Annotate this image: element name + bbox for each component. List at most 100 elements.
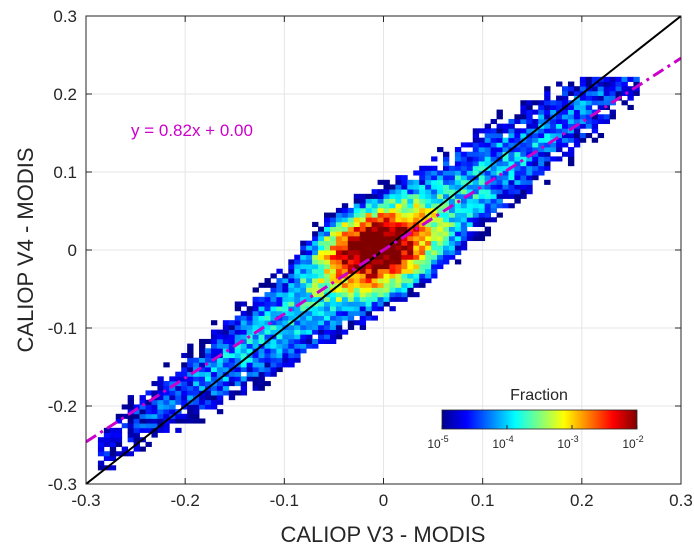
density-cell <box>377 189 384 195</box>
density-cell <box>520 170 527 176</box>
density-cell <box>300 329 307 335</box>
density-cell <box>454 156 462 162</box>
density-cell <box>437 264 444 270</box>
density-cell <box>288 343 295 349</box>
density-cell <box>413 250 420 256</box>
density-cell <box>115 451 123 457</box>
density-cell <box>187 343 194 349</box>
density-cell <box>579 123 587 129</box>
density-cell <box>550 128 557 134</box>
density-cell <box>205 395 212 401</box>
density-cell <box>193 413 200 419</box>
density-cell <box>502 175 509 181</box>
density-cell <box>377 306 384 312</box>
density-cell <box>579 86 587 92</box>
density-cell <box>329 296 337 302</box>
density-cell <box>365 273 372 279</box>
density-cell <box>252 371 259 377</box>
density-cell <box>270 338 277 344</box>
density-cell <box>353 240 361 246</box>
density-cell <box>395 240 402 246</box>
density-cell <box>371 198 378 204</box>
density-cell <box>538 165 545 171</box>
density-cell <box>377 268 384 274</box>
density-cell <box>377 292 384 298</box>
density-cell <box>579 76 587 82</box>
density-cell <box>193 418 200 424</box>
density-cell <box>353 282 361 288</box>
density-cell <box>425 179 432 185</box>
density-cell <box>359 301 367 307</box>
x-tick-label: 0.1 <box>471 491 495 510</box>
density-cell <box>425 235 432 242</box>
density-cell <box>222 329 230 335</box>
density-cell <box>371 306 378 312</box>
density-cell <box>496 142 503 148</box>
density-cell <box>294 348 301 354</box>
density-cell <box>115 441 123 447</box>
density-cell <box>460 198 468 204</box>
density-cell <box>425 231 432 237</box>
density-cell <box>538 109 545 115</box>
density-cell <box>163 385 170 391</box>
density-cell <box>210 343 218 349</box>
density-cell <box>419 198 426 204</box>
density-cell <box>544 165 551 171</box>
density-cell <box>270 282 277 288</box>
density-cell <box>294 282 301 288</box>
density-cell <box>329 334 337 340</box>
density-cell <box>401 212 408 218</box>
density-cell <box>359 221 367 227</box>
density-cell <box>371 221 378 227</box>
density-cell <box>496 179 503 185</box>
density-cell <box>109 455 117 461</box>
density-cell <box>496 133 503 139</box>
density-cell <box>282 273 289 279</box>
density-cell <box>484 189 491 195</box>
density-cell <box>538 137 545 143</box>
density-cell <box>258 334 265 340</box>
density-cell <box>97 460 105 466</box>
density-cell <box>401 189 408 195</box>
density-cell <box>157 399 164 405</box>
density-cell <box>246 348 253 354</box>
density-cell <box>514 137 521 143</box>
density-cell <box>425 240 432 246</box>
density-cell <box>437 147 444 153</box>
density-cell <box>276 301 283 307</box>
density-cell <box>502 179 509 185</box>
density-cell <box>395 226 402 232</box>
density-cell <box>460 156 468 162</box>
density-cell <box>448 235 456 242</box>
density-cell <box>591 76 599 82</box>
density-cell <box>151 409 158 415</box>
density-cell <box>419 245 426 251</box>
density-cell <box>359 310 367 316</box>
density-cell <box>270 324 277 330</box>
density-cell <box>329 324 337 330</box>
density-cell <box>306 334 313 340</box>
density-cell <box>199 348 206 354</box>
density-cell <box>460 179 468 185</box>
density-cell <box>407 282 414 288</box>
density-cell <box>603 100 610 106</box>
density-cell <box>585 109 593 115</box>
density-cell <box>377 264 384 270</box>
density-cell <box>359 231 367 237</box>
density-cell <box>139 423 146 429</box>
density-cell <box>175 427 182 433</box>
density-cell <box>520 114 527 120</box>
density-cell <box>353 254 361 260</box>
density-cell <box>377 235 384 242</box>
density-cell <box>520 142 527 148</box>
density-cell <box>407 250 414 256</box>
density-cell <box>228 362 236 368</box>
density-cell <box>341 212 349 218</box>
density-cell <box>454 203 462 209</box>
density-cell <box>472 198 480 204</box>
density-cell <box>508 142 515 148</box>
density-cell <box>413 198 420 204</box>
colorbar-tick-label: 10-5 <box>427 434 448 451</box>
density-cell <box>401 273 408 279</box>
density-cell <box>609 114 616 120</box>
